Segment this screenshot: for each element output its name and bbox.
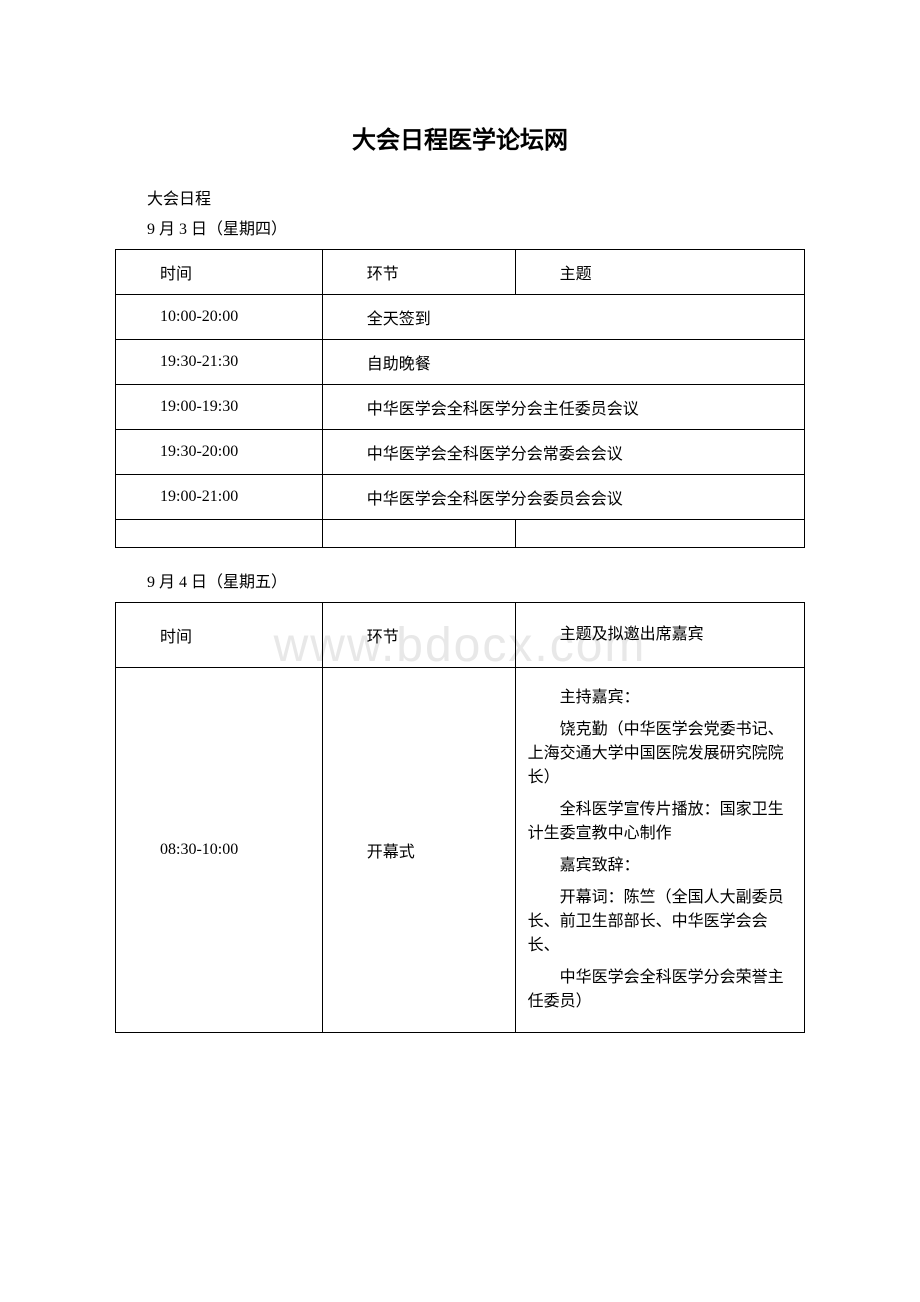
topic-paragraph: 中华医学会全科医学分会荣誉主任委员） [528, 966, 792, 1014]
day1-table: 时间 环节 主题 10:00-20:00 全天签到 19:30-21:30 自助… [115, 249, 805, 548]
topic-paragraph: 饶克勤（中华医学会党委书记、上海交通大学中国医院发展研究院院长） [528, 718, 792, 790]
topic-paragraph: 主持嘉宾： [528, 686, 792, 710]
cell-time: 08:30-10:00 [116, 668, 323, 1033]
day1-date: 9 月 3 日（星期四） [115, 215, 805, 239]
header-topic: 主题及拟邀出席嘉宾 [515, 603, 804, 668]
empty-cell [322, 520, 515, 548]
cell-segment: 自助晚餐 [322, 340, 804, 385]
header-topic: 主题 [515, 250, 804, 295]
cell-segment: 全天签到 [322, 295, 804, 340]
cell-time: 19:30-20:00 [116, 430, 323, 475]
table-row: 10:00-20:00 全天签到 [116, 295, 805, 340]
topic-paragraph: 全科医学宣传片播放：国家卫生计生委宣教中心制作 [528, 798, 792, 846]
header-topic-text: 主题及拟邀出席嘉宾 [528, 623, 792, 647]
table-row: 19:00-19:30 中华医学会全科医学分会主任委员会议 [116, 385, 805, 430]
page-title: 大会日程医学论坛网 [115, 120, 805, 155]
cell-segment: 中华医学会全科医学分会委员会会议 [322, 475, 804, 520]
header-time: 时间 [116, 250, 323, 295]
header-segment: 环节 [322, 603, 515, 668]
header-time: 时间 [116, 603, 323, 668]
cell-time: 19:00-19:30 [116, 385, 323, 430]
cell-topic: 主持嘉宾： 饶克勤（中华医学会党委书记、上海交通大学中国医院发展研究院院长） 全… [515, 668, 804, 1033]
table-header-row: 时间 环节 主题 [116, 250, 805, 295]
table-row: 19:30-21:30 自助晚餐 [116, 340, 805, 385]
cell-segment: 中华医学会全科医学分会常委会会议 [322, 430, 804, 475]
table-empty-row [116, 520, 805, 548]
table-row: 08:30-10:00 开幕式 主持嘉宾： 饶克勤（中华医学会党委书记、上海交通… [116, 668, 805, 1033]
cell-time: 10:00-20:00 [116, 295, 323, 340]
table-row: 19:30-20:00 中华医学会全科医学分会常委会会议 [116, 430, 805, 475]
empty-cell [116, 520, 323, 548]
topic-paragraph: 嘉宾致辞： [528, 854, 792, 878]
document-content: 大会日程医学论坛网 大会日程 9 月 3 日（星期四） 时间 环节 主题 10:… [115, 120, 805, 1033]
cell-time: 19:30-21:30 [116, 340, 323, 385]
header-segment: 环节 [322, 250, 515, 295]
section-label: 大会日程 [115, 185, 805, 209]
day2-table: 时间 环节 主题及拟邀出席嘉宾 08:30-10:00 开幕式 主持嘉宾： 饶克… [115, 602, 805, 1033]
cell-time: 19:00-21:00 [116, 475, 323, 520]
table-header-row: 时间 环节 主题及拟邀出席嘉宾 [116, 603, 805, 668]
cell-segment: 中华医学会全科医学分会主任委员会议 [322, 385, 804, 430]
cell-segment: 开幕式 [322, 668, 515, 1033]
day2-date: 9 月 4 日（星期五） [115, 568, 805, 592]
empty-cell [515, 520, 804, 548]
topic-paragraph: 开幕词：陈竺（全国人大副委员长、前卫生部部长、中华医学会会长、 [528, 886, 792, 958]
table-row: 19:00-21:00 中华医学会全科医学分会委员会会议 [116, 475, 805, 520]
